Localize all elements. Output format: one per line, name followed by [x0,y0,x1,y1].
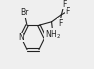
Text: F: F [58,19,62,28]
Text: F: F [62,0,66,9]
Text: F: F [66,7,70,16]
Text: Br: Br [20,8,28,17]
Text: N: N [18,33,24,42]
Text: NH$_2$: NH$_2$ [45,28,61,41]
